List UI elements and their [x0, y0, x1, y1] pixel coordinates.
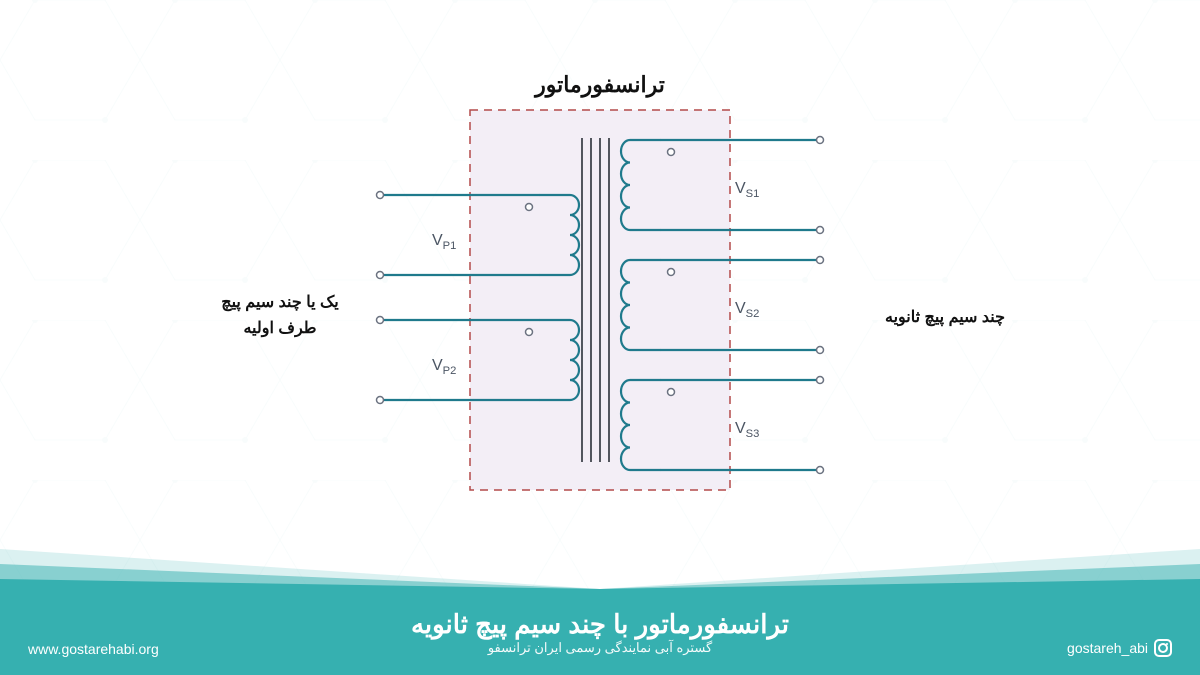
label-vs1: VS1: [735, 180, 759, 200]
footer-website: www.gostarehabi.org: [28, 641, 159, 657]
footer-subtitle: گستره آبی نمایندگی رسمی ایران ترانسفو: [488, 640, 712, 656]
footer-title: ترانسفورماتور با چند سیم پیچ ثانویه: [411, 609, 789, 640]
footer-chevron: [0, 519, 1200, 589]
label-vs3: VS3: [735, 420, 759, 440]
footer-instagram: gostareh_abi: [1067, 639, 1172, 657]
website-text: www.gostarehabi.org: [28, 641, 159, 657]
label-vs2: VS2: [735, 300, 759, 320]
footer-bar: ترانسفورماتور با چند سیم پیچ ثانویه گستر…: [0, 589, 1200, 675]
label-vp1: VP1: [432, 232, 456, 252]
instagram-handle: gostareh_abi: [1067, 640, 1148, 656]
label-vp2: VP2: [432, 357, 456, 377]
transformer-schematic: [0, 0, 1200, 560]
instagram-icon: [1154, 639, 1172, 657]
